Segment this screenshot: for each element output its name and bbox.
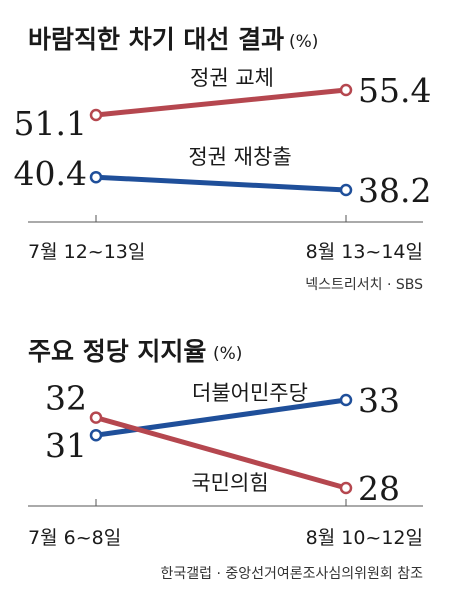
chart1-series-name: 정권 교체 <box>190 66 274 90</box>
chart1-data-label: 40.4 <box>14 154 87 193</box>
chart1-series-point <box>339 83 353 97</box>
chart1-series-point <box>89 108 103 122</box>
chart2-series-point <box>89 428 103 442</box>
chart2-data-label: 32 <box>45 379 87 418</box>
chart1-data-label: 51.1 <box>14 104 87 143</box>
chart2-series-point <box>89 411 103 424</box>
chart2-series-line <box>93 415 349 491</box>
chart2-series-name: 더불어민주당 <box>192 381 308 405</box>
chart2-data-label: 33 <box>358 381 400 420</box>
chart2-series-point <box>339 481 353 495</box>
chart2-data-label: 28 <box>358 469 400 508</box>
chart2-title: 주요 정당 지지율 <box>28 337 206 366</box>
chart1-title: 바람직한 차기 대선 결과 <box>28 25 284 54</box>
chart2-tick-label: 7월 6~8일 <box>28 527 121 549</box>
chart2-series-point <box>339 393 353 407</box>
chart1-unit: (%) <box>289 32 318 52</box>
chart1-series-point <box>339 183 353 197</box>
chart1-tick-label: 7월 12~13일 <box>28 241 145 263</box>
chart1-series-point <box>89 170 103 184</box>
chart1-series-name: 정권 재창출 <box>188 145 291 169</box>
chart1-tick-label: 8월 13~14일 <box>306 241 423 263</box>
chart1-series-line <box>93 174 349 193</box>
chart2-unit: (%) <box>213 344 242 364</box>
chart1-data-label: 38.2 <box>358 171 431 210</box>
chart2-tick-label: 8월 10~12일 <box>306 527 423 549</box>
chart2-source: 한국갤럽 · 중앙선거여론조사심의위원회 참조 <box>160 566 423 582</box>
chart2-series-name: 국민의힘 <box>191 471 268 495</box>
chart2-data-label: 31 <box>45 426 87 465</box>
chart1-data-label: 55.4 <box>358 71 431 110</box>
chart1-series-line <box>93 87 349 118</box>
chart1-source: 넥스트리서치 · SBS <box>305 277 423 293</box>
